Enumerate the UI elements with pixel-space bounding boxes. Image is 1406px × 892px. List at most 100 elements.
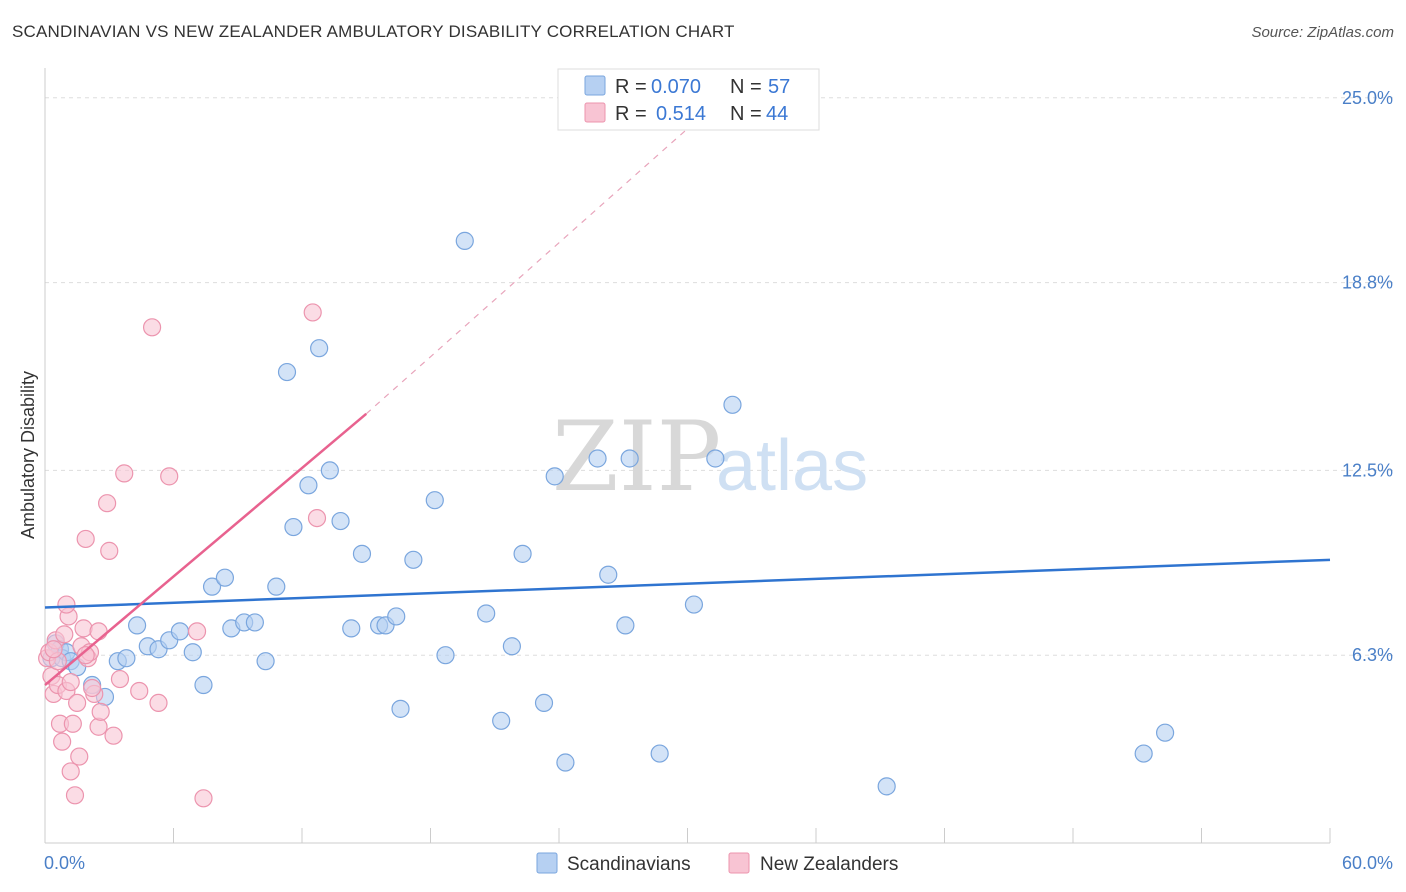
scandinavians-point [277,362,297,382]
y-tick-label: 25.0% [1342,88,1393,108]
new-zealanders-trend-line [44,412,368,686]
scandinavians-point [320,461,339,480]
scandinavians-trend-line [44,558,1331,609]
scandinavians-point [170,622,190,641]
new-zealanders-point [61,762,80,781]
new-zealanders-point [100,541,119,560]
new-zealanders-point [89,717,108,736]
new-zealanders-point [83,678,102,698]
scandinavians-point [194,675,213,695]
new-zealanders-point [74,619,93,638]
scandinavians-point [545,467,564,486]
new-zealanders-point [76,646,95,665]
scandinavians-point [352,544,372,563]
new-zealanders-trend-extension [365,109,710,415]
series-legend-swatch-new-zealanders [728,852,750,874]
scandinavians-point [127,616,147,635]
new-zealanders-point [194,789,213,808]
scandinavians-point [706,449,725,468]
x-tick-label-min: 0.0% [44,853,85,873]
new-zealanders-point [61,672,80,692]
new-zealanders-point [110,669,130,689]
scandinavians-points [42,231,1175,796]
scandinavians-point [404,550,423,569]
scandinavians-point [650,744,669,763]
scandinavians-point [492,711,511,730]
y-tick-label: 6.3% [1352,645,1393,665]
new-zealanders-point [160,467,179,486]
series-legend-swatch-scandinavians [536,852,558,874]
watermark-atlas: atlas [716,426,868,506]
new-zealanders-point [55,625,74,644]
new-zealanders-point [44,640,63,659]
x-tick-label-max: 60.0% [1342,853,1393,873]
legend-r-label-blue: R = [615,76,647,98]
scandinavians-point [620,449,639,468]
legend-n-label-pink: N = [730,103,762,125]
trend-lines [44,109,1331,686]
scandinavians-point [455,231,474,250]
new-zealanders-point [115,464,134,483]
new-zealanders-point [65,786,85,805]
scandinavians-point [342,619,361,638]
scandinavians-point [299,476,318,495]
legend-n-value-pink: 44 [766,103,788,125]
legend-swatch-blue [584,75,606,96]
scandinavians-point [183,643,202,662]
scandinavians-point [215,568,234,587]
scandinavians-point [534,693,554,713]
scandinavians-point [588,449,607,468]
series-legend-label-new-zealanders: New Zealanders [760,854,898,875]
scandinavians-point [391,699,410,718]
new-zealanders-point [76,529,95,549]
scandinavians-point [723,395,742,414]
legend-r-value-blue: 0.070 [651,76,701,98]
legend-n-label-blue: N = [730,76,762,98]
new-zealanders-point [104,726,123,745]
scandinavians-point [425,491,444,510]
scandinavians-point [202,577,222,596]
new-zealanders-point [63,714,82,733]
scandinavians-point [684,595,704,614]
series-legend-label-scandinavians: Scandinavians [567,854,691,875]
grid-lines [45,97,1393,656]
scandinavians-point [331,511,350,531]
scandinavians-point [599,565,618,584]
scandinavians-point [117,649,136,668]
new-zealanders-point [53,732,72,751]
new-zealanders-point [307,508,327,528]
legend-swatch-pink [584,102,606,123]
scandinavians-point [1155,723,1175,742]
scandinavians-point [877,777,896,796]
new-zealanders-point [70,747,89,766]
scandinavians-point [616,616,635,635]
scandinavians-point [556,753,575,772]
series-legend: Scandinavians New Zealanders [536,852,898,875]
scandinavians-point [284,517,303,537]
new-zealanders-point [303,303,322,322]
stats-legend: R = 0.070 N = 57 R = 0.514 N = 44 [557,68,820,131]
scandinavians-point [387,607,406,626]
new-zealanders-point [142,318,162,337]
scandinavians-point [502,637,521,656]
scandinavians-point [245,613,264,632]
new-zealanders-point [57,595,76,614]
new-zealanders-point [98,494,117,513]
chart-title: SCANDINAVIAN VS NEW ZEALANDER AMBULATORY… [12,22,735,41]
scandinavians-point [267,577,286,596]
legend-r-value-pink: 0.514 [656,103,706,125]
scandinavians-point [477,604,496,623]
x-ticks [44,828,1331,843]
scandinavians-point [1134,744,1153,763]
new-zealanders-point [149,693,168,713]
source-label: Source: ZipAtlas.com [1251,24,1394,41]
new-zealanders-point [91,702,110,721]
y-axis-label: Ambulatory Disability [18,371,38,539]
scandinavians-point [513,544,532,563]
y-tick-label: 12.5% [1342,460,1393,480]
new-zealanders-point [68,693,87,713]
y-tick-label: 18.8% [1342,273,1393,293]
scandinavians-point [436,646,455,665]
scandinavians-point [310,339,329,358]
